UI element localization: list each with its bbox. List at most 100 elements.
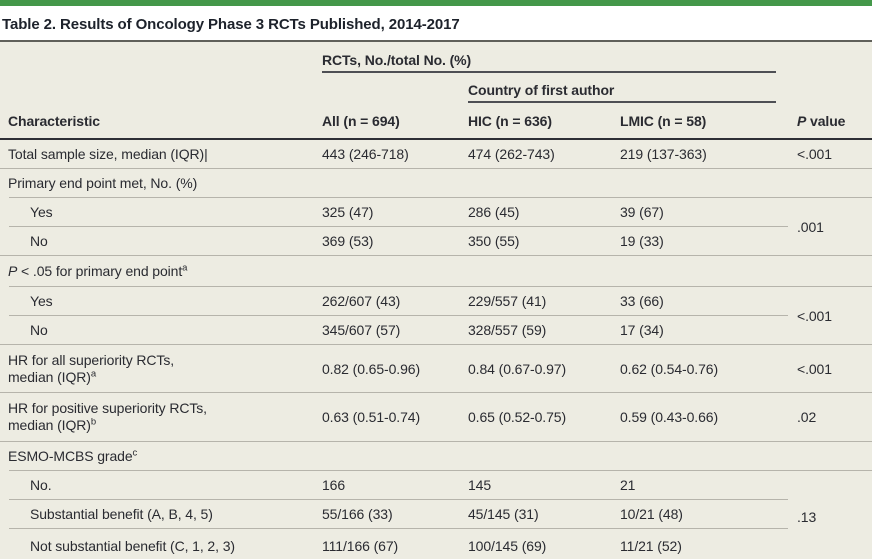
cell-hic — [468, 255, 620, 287]
cell-p-value-span: <.001 — [788, 286, 872, 345]
table-row: No 369 (53) 350 (55) 19 (33) — [0, 226, 872, 256]
row-label: HR for all superiority RCTs, — [8, 351, 175, 368]
cell-p-value — [788, 168, 872, 198]
cell-all: 443 (246-718) — [322, 139, 468, 169]
row-label-line2: median (IQR)a — [8, 367, 97, 385]
cell-hic: 0.65 (0.52-0.75) — [468, 392, 620, 442]
table-row: Yes 262/607 (43) 229/557 (41) 33 (66) <.… — [0, 286, 872, 345]
cell-lmic: 0.59 (0.43-0.66) — [620, 392, 788, 442]
footnote-marker: b — [90, 416, 97, 428]
cell-lmic: 19 (33) — [620, 226, 788, 256]
table-row: Total sample size, median (IQR)| 443 (24… — [0, 139, 872, 169]
cell-characteristic: Primary end point met, No. (%) — [0, 168, 322, 198]
cell-p-value-span: .13 — [797, 509, 817, 525]
cell-hic: 145 — [468, 470, 620, 500]
header-spacer — [0, 73, 322, 103]
footnote-marker: a — [182, 262, 188, 274]
section-label: ESMO-MCBS gradec — [8, 447, 138, 464]
p-rest: value — [806, 112, 846, 129]
section-row: P < .05 for primary end pointa — [0, 255, 872, 287]
header-group-country-cell: Country of first author — [468, 73, 788, 103]
row-label: HR for positive superiority RCTs, — [8, 400, 207, 416]
cell-lmic: 39 (67) — [620, 197, 788, 227]
footnote-marker: a — [90, 367, 97, 379]
cell-all: 369 (53) — [322, 226, 468, 256]
cell-hic: 350 (55) — [468, 226, 620, 256]
col-header-lmic: LMIC (n = 58) — [620, 103, 788, 140]
cell-characteristic: No — [0, 226, 322, 256]
cell-characteristic: Yes — [0, 286, 322, 316]
cell-characteristic: Total sample size, median (IQR)| — [0, 139, 322, 169]
cell-hic: 0.84 (0.67-0.97) — [468, 344, 620, 393]
cell-lmic: 33 (66) — [620, 286, 788, 316]
cell-characteristic: No — [0, 315, 322, 345]
col-header-all: All (n = 694) — [322, 103, 468, 140]
cell-lmic — [620, 255, 788, 287]
header-group-rcts-label: RCTs, No./total No. (%) — [322, 52, 776, 73]
table-row: HR for positive superiority RCTs, median… — [0, 392, 872, 442]
cell-all: 0.63 (0.51-0.74) — [322, 392, 468, 442]
cell-all: 262/607 (43) — [322, 286, 468, 316]
cell-hic: 229/557 (41) — [468, 286, 620, 316]
p-italic: P — [797, 112, 807, 129]
table-row: HR for all superiority RCTs, median (IQR… — [0, 344, 872, 393]
header-spacer — [788, 41, 872, 73]
cell-hic: 474 (262-743) — [468, 139, 620, 169]
col-header-p-value: P value — [788, 103, 872, 140]
header-group-row-country: Country of first author — [0, 73, 872, 103]
cell-p-value — [788, 441, 872, 471]
cell-all — [322, 441, 468, 471]
row-label: Total sample size, median (IQR)| — [8, 145, 208, 162]
cell-p-value: <.001 — [788, 344, 872, 393]
table-row: Substantial benefit (A, B, 4, 5) 55/166 … — [0, 499, 872, 529]
header-spacer — [322, 73, 468, 103]
cell-characteristic: Yes — [0, 197, 322, 227]
cell-characteristic: Substantial benefit (A, B, 4, 5) — [0, 499, 322, 529]
cell-characteristic: ESMO-MCBS gradec — [0, 441, 322, 471]
table-row: Yes 325 (47) 286 (45) 39 (67) .001 — [0, 197, 872, 256]
p-italic: P — [8, 262, 18, 279]
table-row: No. 166 145 21 .13 — [0, 470, 872, 525]
footnote-marker: c — [132, 447, 138, 459]
cell-all: 0.82 (0.65-0.96) — [322, 344, 468, 393]
cell-p-value — [788, 255, 872, 287]
cell-characteristic: HR for positive superiority RCTs, median… — [0, 392, 322, 442]
cell-all — [322, 255, 468, 287]
cell-lmic: 0.62 (0.54-0.76) — [620, 344, 788, 393]
cell-p-value: .02 — [788, 392, 872, 442]
table-title: Table 2. Results of Oncology Phase 3 RCT… — [2, 16, 460, 33]
header-spacer — [788, 73, 872, 103]
section-label: P < .05 for primary end pointa — [8, 262, 188, 279]
row-label-line2: median (IQR)b — [8, 416, 97, 433]
column-header-row: Characteristic All (n = 694) HIC (n = 63… — [0, 103, 872, 140]
header-group-rcts-cell: RCTs, No./total No. (%) — [322, 41, 788, 73]
header-group-row-rcts: RCTs, No./total No. (%) — [0, 41, 872, 73]
cell-lmic: 21 — [620, 470, 788, 500]
table-row: No 345/607 (57) 328/557 (59) 17 (34) — [0, 315, 872, 345]
cell-all: 345/607 (57) — [322, 315, 468, 345]
cell-characteristic: No. — [0, 470, 322, 500]
cell-all: 166 — [322, 470, 468, 500]
cell-hic: 100/145 (69) — [468, 538, 547, 554]
accent-bar — [0, 0, 872, 6]
cell-lmic — [620, 168, 788, 198]
cell-p-value: <.001 — [788, 139, 872, 169]
cell-lmic: 17 (34) — [620, 315, 788, 345]
cell-lmic: 11/21 (52) — [620, 538, 682, 554]
cell-hic: 286 (45) — [468, 197, 620, 227]
section-row: ESMO-MCBS gradec — [0, 441, 872, 471]
cell-lmic: 10/21 (48) — [620, 499, 788, 529]
table-row: Not substantial benefit (C, 1, 2, 3) 111… — [0, 529, 872, 559]
cell-hic — [468, 168, 620, 198]
col-header-hic: HIC (n = 636) — [468, 103, 620, 140]
cell-all: 111/166 (67) — [322, 538, 399, 554]
cell-characteristic: P < .05 for primary end pointa — [0, 255, 322, 287]
cell-all — [322, 168, 468, 198]
header-spacer — [0, 41, 322, 73]
cell-characteristic: Not substantial benefit (C, 1, 2, 3) — [30, 537, 235, 554]
header-group-country-label: Country of first author — [468, 82, 776, 103]
cell-characteristic: HR for all superiority RCTs, median (IQR… — [0, 344, 322, 393]
cell-all: 55/166 (33) — [322, 499, 468, 529]
cell-all: 325 (47) — [322, 197, 468, 227]
